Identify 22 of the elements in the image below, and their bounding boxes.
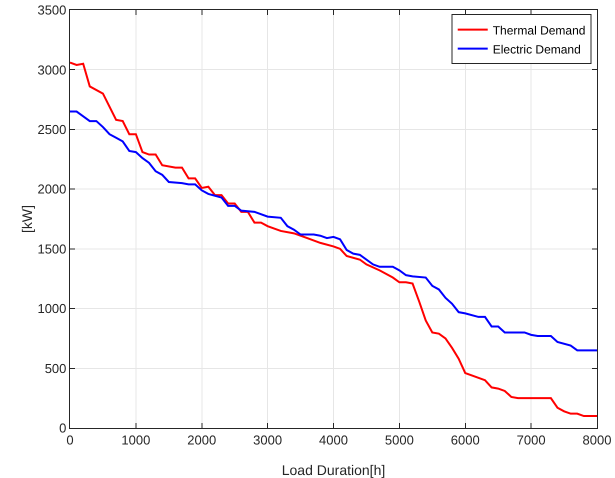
y-tick-label: 3000 xyxy=(37,62,66,78)
y-tick-label: 2500 xyxy=(37,122,66,137)
x-tick-label: 2000 xyxy=(187,432,216,448)
x-tick-label: 5000 xyxy=(384,432,414,448)
x-axis-title: Load Duration[h] xyxy=(282,462,386,478)
x-tick-label: 3000 xyxy=(253,432,282,448)
x-tick-label: 8000 xyxy=(582,432,612,448)
y-tick-label: 1500 xyxy=(37,241,66,256)
x-tick-label: 4000 xyxy=(319,432,348,448)
x-tick-label: 6000 xyxy=(450,432,480,448)
y-tick-label: 0 xyxy=(59,420,66,436)
y-tick-label: 2000 xyxy=(37,182,66,197)
legend-label: Thermal Demand xyxy=(492,23,586,38)
legend-label: Electric Demand xyxy=(492,42,581,56)
line-series xyxy=(70,110,597,352)
x-tick-label: 1000 xyxy=(121,432,150,448)
y-axis-title: [kW] xyxy=(19,205,35,233)
y-tick-label: 3500 xyxy=(37,2,66,18)
y-tick-label: 1000 xyxy=(37,301,66,316)
y-tick-label: 500 xyxy=(44,360,66,376)
x-tick-label: 7000 xyxy=(516,432,546,448)
line-series xyxy=(70,62,597,418)
